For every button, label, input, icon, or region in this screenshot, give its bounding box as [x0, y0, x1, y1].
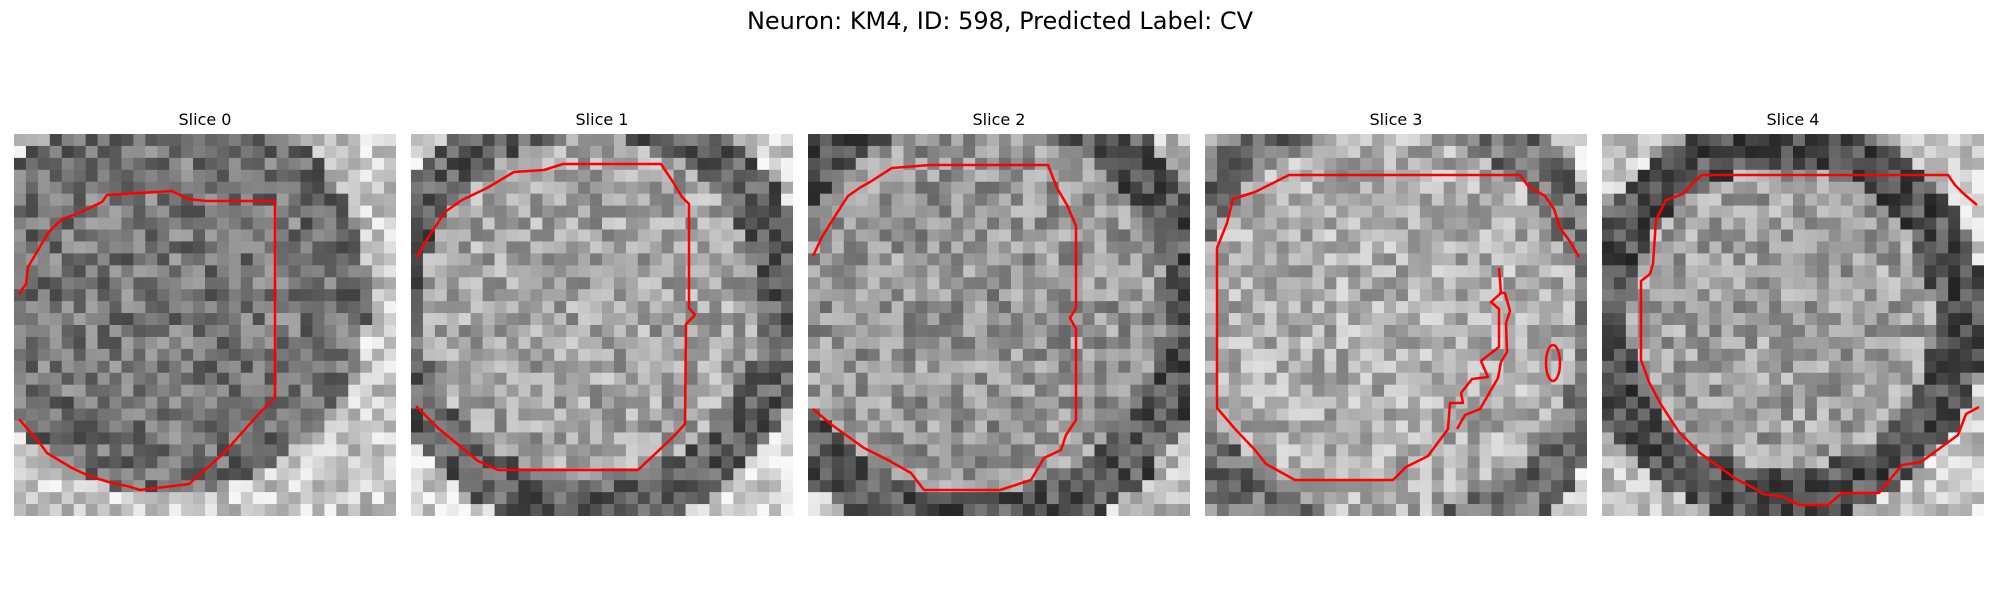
- panel-title-slice-2: Slice 2: [972, 110, 1026, 129]
- segmentation-contour: [414, 162, 697, 472]
- panel-title-slice-3: Slice 3: [1369, 110, 1423, 129]
- slice-image-1: [411, 134, 793, 516]
- segmentation-contour-branch: [1455, 291, 1512, 430]
- slice-image-2-canvas: [808, 134, 1190, 516]
- panel-title-slice-4: Slice 4: [1766, 110, 1820, 129]
- segmentation-island: [1544, 343, 1562, 383]
- segmentation-contour: [811, 163, 1078, 492]
- slice-image-4-canvas: [1602, 134, 1984, 516]
- panel-title-slice-1: Slice 1: [575, 110, 629, 129]
- slice-image-3-canvas: [1205, 134, 1587, 516]
- segmentation-contour: [1639, 173, 1980, 507]
- segmentation-contour: [17, 189, 277, 492]
- slice-image-0: [14, 134, 396, 516]
- figure-title: Neuron: KM4, ID: 598, Predicted Label: C…: [746, 7, 1254, 35]
- slice-image-4: [1602, 134, 1984, 516]
- slice-image-2: [808, 134, 1190, 516]
- panel-title-slice-0: Slice 0: [178, 110, 232, 129]
- slice-image-1-canvas: [411, 134, 793, 516]
- slice-image-3: [1205, 134, 1587, 516]
- slice-image-0-canvas: [14, 134, 396, 516]
- segmentation-contour: [1215, 173, 1581, 482]
